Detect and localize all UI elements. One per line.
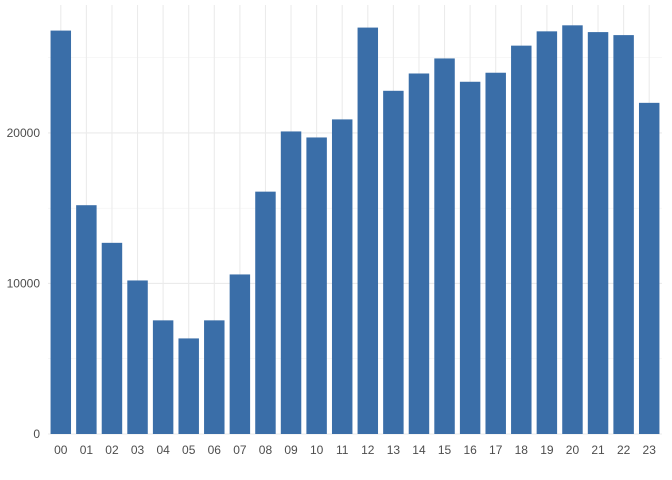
bar-23	[638, 102, 660, 434]
bar-00	[50, 30, 72, 434]
bar-10	[306, 137, 327, 434]
bar-03	[127, 280, 148, 434]
x-tick-label: 11	[336, 443, 349, 457]
bar-14	[408, 73, 430, 434]
x-tick-label: 22	[617, 443, 631, 457]
bar-13	[383, 90, 404, 435]
bar-08	[255, 191, 276, 434]
bar-21	[587, 32, 609, 435]
bar-05	[178, 338, 199, 434]
x-tick-label: 13	[387, 443, 401, 457]
x-tick-label: 21	[591, 443, 605, 457]
bar-06	[204, 320, 225, 434]
x-tick-label: 01	[80, 443, 94, 457]
x-tick-label: 12	[361, 443, 375, 457]
bar-22	[613, 35, 634, 435]
bar-20	[562, 25, 583, 435]
x-tick-label: 06	[208, 443, 222, 457]
x-tick-label: 05	[182, 443, 196, 457]
bar-18	[511, 45, 532, 435]
y-tick-label: 20000	[7, 126, 41, 140]
bar-04	[152, 320, 174, 434]
x-tick-label: 07	[233, 443, 247, 457]
x-tick-label: 09	[284, 443, 298, 457]
y-tick-label: 10000	[7, 276, 41, 290]
x-tick-label: 08	[259, 443, 273, 457]
bar-16	[459, 81, 481, 434]
bar-15	[434, 58, 455, 435]
x-tick-label: 18	[515, 443, 529, 457]
x-tick-label: 20	[566, 443, 580, 457]
x-tick-label: 23	[643, 443, 657, 457]
x-tick-label: 15	[438, 443, 452, 457]
bar-02	[101, 242, 123, 434]
x-tick-label: 16	[463, 443, 477, 457]
bar-01	[76, 205, 97, 434]
bar-11	[331, 119, 353, 435]
x-tick-label: 14	[412, 443, 426, 457]
x-tick-label: 10	[310, 443, 324, 457]
x-axis-tick-labels: 00 01 02 03 04 05 06 07 08 09 10 11 12 13 14 15 16 17 18 19…	[54, 443, 656, 457]
y-tick-label: 0	[33, 427, 40, 441]
x-tick-label: 17	[489, 443, 503, 457]
bar-12	[357, 27, 379, 434]
x-tick-label: 19	[540, 443, 554, 457]
x-tick-label: 03	[131, 443, 145, 457]
bar-19	[536, 31, 558, 435]
bar-09	[280, 131, 302, 434]
x-tick-label: 00	[54, 443, 68, 457]
x-tick-label: 02	[105, 443, 119, 457]
bars	[50, 25, 660, 435]
bar-17	[485, 72, 506, 434]
bar-07	[229, 274, 251, 434]
y-axis-tick-labels: 0 10000 20000	[7, 126, 41, 441]
x-tick-label: 04	[156, 443, 170, 457]
